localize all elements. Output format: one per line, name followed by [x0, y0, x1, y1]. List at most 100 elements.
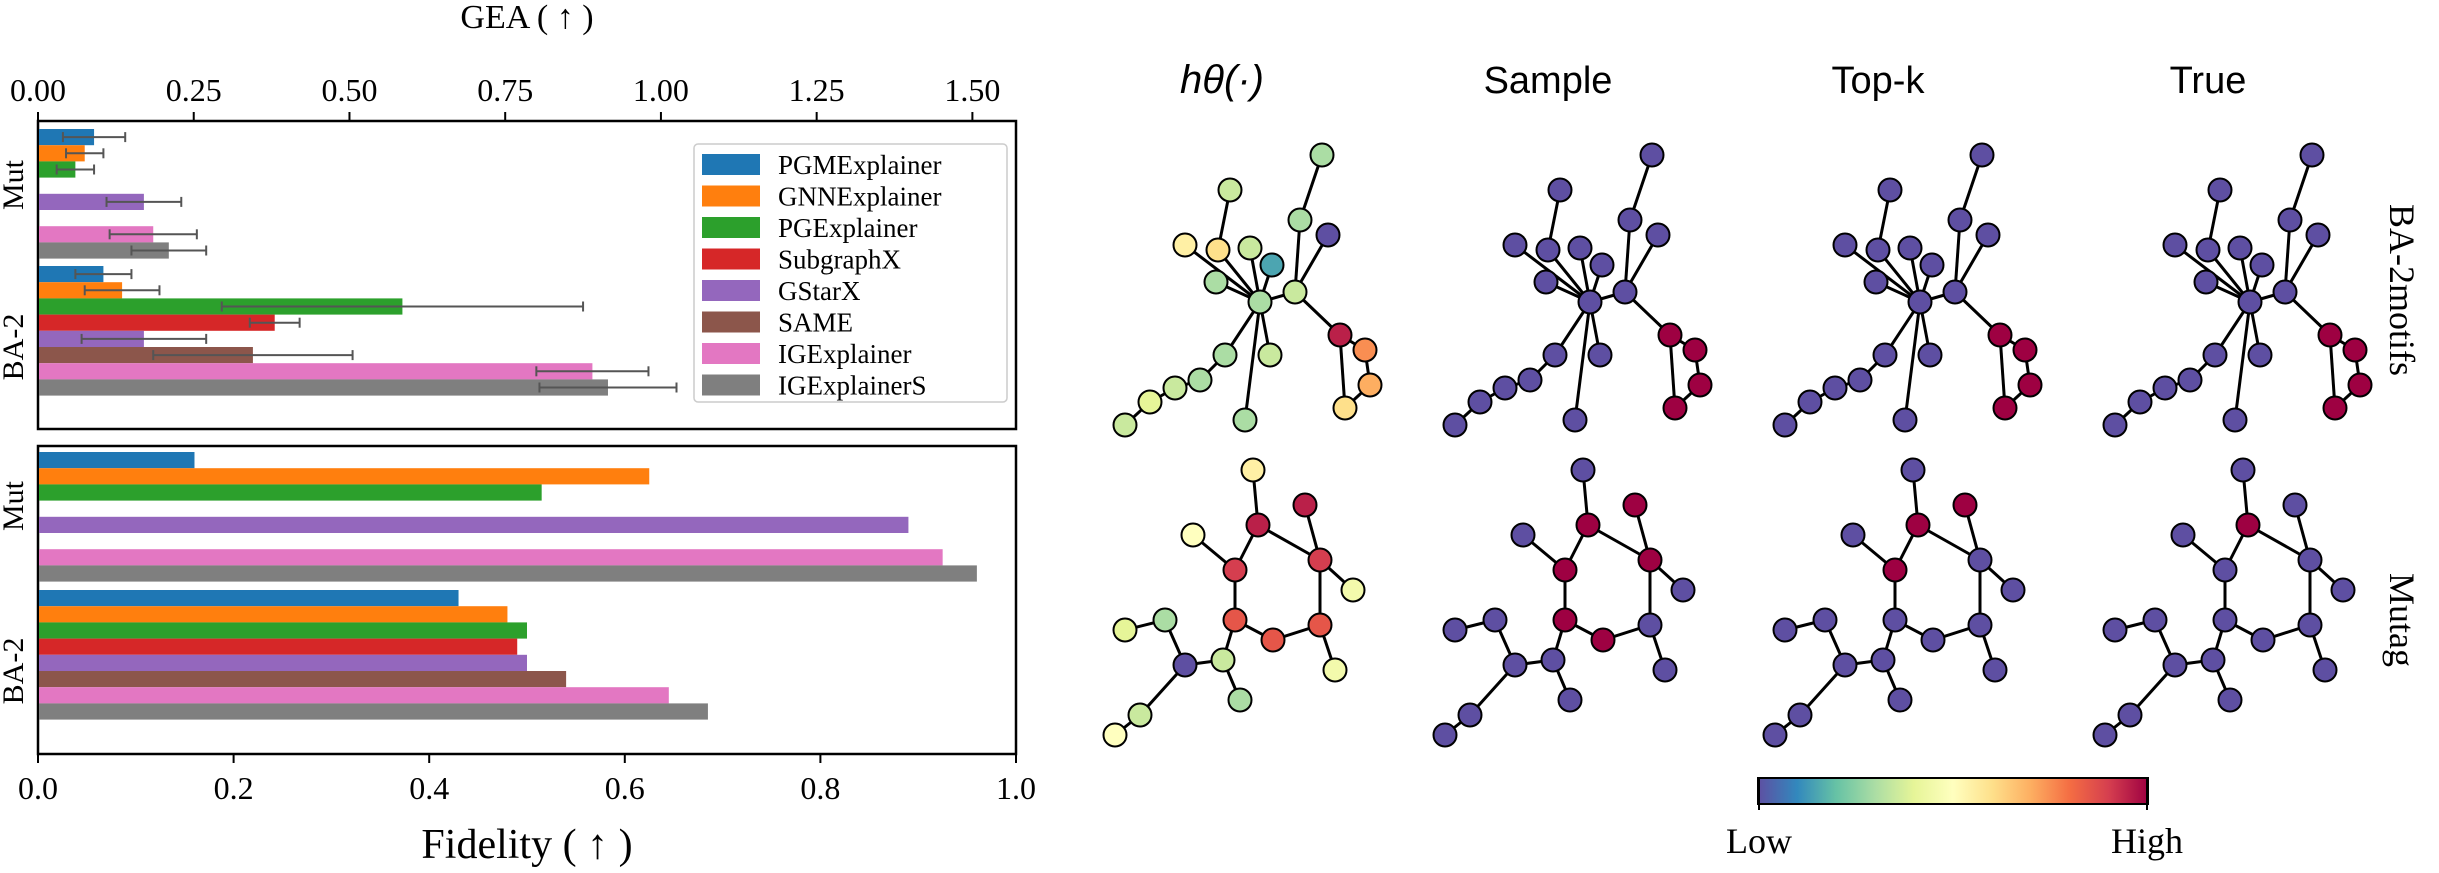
- graph-ba2motifs-col3: [2102, 142, 2373, 438]
- graph-node: [1787, 702, 1813, 728]
- graph-node: [1637, 612, 1663, 638]
- graph-node: [1442, 412, 1468, 438]
- tick-label: 0.25: [166, 72, 222, 108]
- graph-node: [1352, 337, 1378, 363]
- column-title-true: True: [2170, 60, 2247, 102]
- bar-igexplainers-mut: [39, 242, 169, 259]
- graph-node: [1577, 289, 1603, 315]
- graph-mutag-col1: [1432, 457, 1696, 748]
- tick-label: 1.25: [789, 72, 845, 108]
- colorbar-high-label: High: [2111, 821, 2183, 861]
- graph-node: [2235, 512, 2261, 538]
- graph-node: [1315, 222, 1341, 248]
- graph-node: [1570, 457, 1596, 483]
- fidelity-group-label-ba2: BA-2: [0, 638, 30, 705]
- graph-node: [1309, 142, 1335, 168]
- graph-node: [1492, 375, 1518, 401]
- graph-node: [1982, 657, 2008, 683]
- graph-node: [1920, 627, 1946, 653]
- tick-label: 1.0: [996, 770, 1036, 806]
- graph-node: [1552, 557, 1578, 583]
- graph-node: [1612, 279, 1638, 305]
- graph-node: [2299, 142, 2325, 168]
- graph-node: [1687, 372, 1713, 398]
- bar-pgmexplainer-ba2: [39, 266, 104, 283]
- graph-node: [1227, 687, 1253, 713]
- tick-label: 0.0: [18, 770, 58, 806]
- graph-node: [1307, 547, 1333, 573]
- graph-node: [1590, 627, 1616, 653]
- graph-node: [1307, 612, 1333, 638]
- graph-node: [1865, 237, 1891, 263]
- graph-node: [1947, 207, 1973, 233]
- graph-node: [1137, 389, 1163, 415]
- graph-node: [2000, 577, 2026, 603]
- tick-label: 0.4: [409, 770, 449, 806]
- graph-node: [1547, 177, 1573, 203]
- graph-node: [1222, 607, 1248, 633]
- graph-node: [1172, 232, 1198, 258]
- graph-node: [1292, 492, 1318, 518]
- legend-label-subgraphx: SubgraphX: [778, 245, 901, 275]
- graph-node: [2342, 337, 2368, 363]
- graph-node: [2127, 389, 2153, 415]
- gea-axes-frame: [36, 119, 1018, 431]
- graph-node: [1682, 337, 1708, 363]
- graph-node: [1987, 322, 2013, 348]
- graph-mutag-col3: [2092, 457, 2356, 748]
- colorbar-low-label: Low: [1726, 821, 1792, 861]
- graph-node: [1357, 372, 1383, 398]
- graph-edge: [1243, 301, 1262, 421]
- row-label-mutag: Mutag: [2382, 573, 2422, 667]
- graph-node: [1172, 652, 1198, 678]
- graph-node: [1340, 577, 1366, 603]
- bar-igexplainers-ba2: [39, 703, 708, 720]
- tick-label: 0.6: [605, 770, 645, 806]
- graph-node: [1575, 512, 1601, 538]
- bar-gstarx-mut: [39, 516, 909, 533]
- graph-node: [1967, 547, 1993, 573]
- graph-mutag-col0: [1102, 457, 1366, 748]
- graph-node: [2012, 337, 2038, 363]
- graph-node: [2237, 289, 2263, 315]
- legend-label-same: SAME: [778, 308, 853, 338]
- graph-node: [2092, 722, 2118, 748]
- graph-node: [2277, 207, 2303, 233]
- graph-node: [2272, 279, 2298, 305]
- graph-node: [1892, 407, 1918, 433]
- graph-node: [2212, 607, 2238, 633]
- graph-node: [1210, 647, 1236, 673]
- graph-node: [2312, 657, 2338, 683]
- graph-node: [1562, 407, 1588, 433]
- graph-node: [2017, 372, 2043, 398]
- bar-gnnexplainer-ba2: [39, 606, 508, 623]
- tick-label: 1.50: [944, 72, 1000, 108]
- legend-label-gstarx: GStarX: [778, 276, 861, 306]
- graph-node: [1622, 492, 1648, 518]
- graph-node: [1992, 395, 2018, 421]
- graph-node: [2193, 269, 2219, 295]
- bar-pgexplainer-ba2: [39, 298, 403, 315]
- graph-node: [1840, 522, 1866, 548]
- bar-gnnexplainer-ba2: [39, 282, 123, 299]
- bar-gnnexplainer-mut: [39, 468, 650, 485]
- graph-node: [2102, 617, 2128, 643]
- legend-label-gnnexplainer: GNNExplainer: [778, 182, 941, 212]
- bar-pgmexplainer-mut: [39, 452, 195, 469]
- bar-igexplainer-ba2: [39, 687, 669, 704]
- graph-node: [1203, 269, 1229, 295]
- graph-node: [2317, 322, 2343, 348]
- bar-igexplainer-ba2: [39, 363, 593, 380]
- graph-node: [1975, 222, 2001, 248]
- graph-node: [1432, 722, 1458, 748]
- graph-node: [1212, 342, 1238, 368]
- graph-node: [1882, 607, 1908, 633]
- graph-node: [1327, 322, 1353, 348]
- graph-node: [1247, 289, 1273, 315]
- graph-node: [1322, 657, 1348, 683]
- graph-node: [1533, 269, 1559, 295]
- legend-swatch-subgraphx: [702, 248, 760, 270]
- gea-chart: GEA ( ↑ ) 0.00 0.25 0.50 0.75 1.00 1.25 1.50 M…: [0, 0, 1018, 431]
- graph-node: [1637, 547, 1663, 573]
- graph-node: [2297, 612, 2323, 638]
